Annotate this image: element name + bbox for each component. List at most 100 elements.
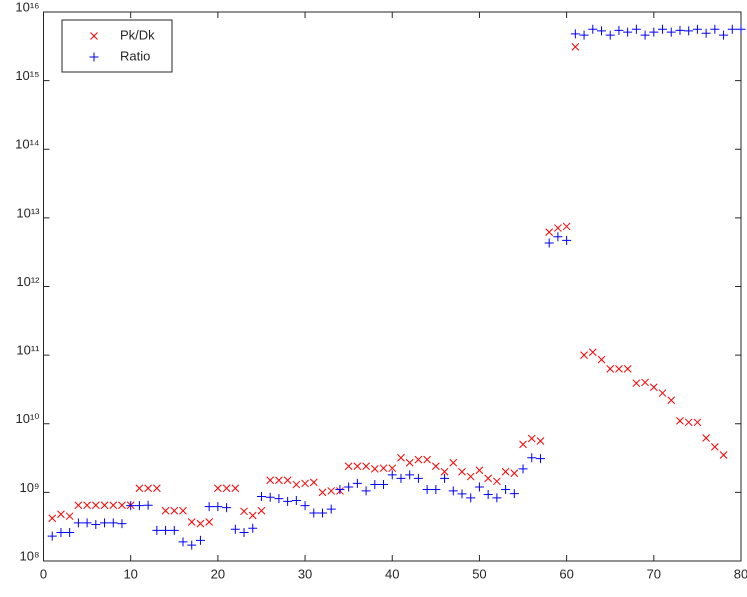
data-point xyxy=(440,467,449,476)
data-point xyxy=(100,501,109,510)
data-point xyxy=(457,489,467,499)
data-point xyxy=(370,465,379,473)
data-point xyxy=(597,355,606,364)
plot-frame xyxy=(43,11,742,562)
data-point xyxy=(187,540,197,550)
data-point xyxy=(266,476,275,485)
data-point xyxy=(562,222,571,231)
data-point xyxy=(422,485,432,495)
x-tick-label: 80 xyxy=(734,566,747,581)
data-point xyxy=(701,28,711,38)
data-point xyxy=(702,434,710,442)
data-point xyxy=(275,476,283,485)
data-point xyxy=(641,378,649,387)
data-point xyxy=(91,501,100,510)
data-point xyxy=(48,514,57,523)
data-point xyxy=(152,525,162,535)
data-point xyxy=(248,523,258,533)
data-point xyxy=(562,235,572,245)
data-point xyxy=(256,492,266,502)
data-point xyxy=(605,30,615,40)
data-point xyxy=(396,473,406,483)
data-point xyxy=(222,503,232,513)
data-point xyxy=(362,462,370,471)
data-point xyxy=(544,238,554,248)
data-point xyxy=(213,502,223,512)
data-point xyxy=(405,458,414,467)
data-point xyxy=(292,480,301,489)
data-point xyxy=(649,27,659,37)
data-point xyxy=(57,510,65,519)
data-point xyxy=(510,469,519,478)
data-point xyxy=(519,440,527,449)
data-point xyxy=(509,489,519,499)
data-point xyxy=(187,518,196,526)
y-tick-label: 10¹² xyxy=(16,274,40,289)
legend-marker xyxy=(90,32,98,40)
data-point xyxy=(623,27,633,37)
data-point xyxy=(658,389,667,397)
data-point xyxy=(274,494,284,504)
data-point xyxy=(118,501,126,510)
data-point xyxy=(47,531,57,541)
data-point xyxy=(56,528,66,538)
data-point xyxy=(195,535,205,545)
data-point xyxy=(676,417,684,425)
data-point xyxy=(466,493,476,503)
data-point xyxy=(536,437,545,445)
data-point xyxy=(231,484,240,493)
data-point xyxy=(222,484,231,493)
data-point xyxy=(474,482,484,492)
data-point xyxy=(126,501,136,511)
data-point xyxy=(152,484,161,493)
data-point xyxy=(161,525,171,535)
data-point xyxy=(414,455,423,464)
data-point xyxy=(554,224,562,232)
data-point xyxy=(82,518,92,528)
legend-marker xyxy=(89,52,99,62)
y-tick-label: 10¹⁵ xyxy=(15,68,39,83)
data-point xyxy=(580,351,588,359)
x-tick-label: 30 xyxy=(298,566,312,581)
data-point xyxy=(257,506,266,515)
data-point xyxy=(518,464,528,474)
y-tick-label: 10⁸ xyxy=(20,548,40,563)
data-point xyxy=(631,24,641,34)
x-tick-label: 10 xyxy=(123,566,137,581)
data-point xyxy=(570,29,580,39)
data-point xyxy=(588,348,597,357)
data-point xyxy=(719,451,728,459)
data-point xyxy=(170,506,179,515)
data-point xyxy=(431,462,440,471)
data-point xyxy=(379,464,388,473)
data-point xyxy=(248,511,257,520)
data-point xyxy=(144,484,152,493)
data-point xyxy=(501,485,511,495)
y-tick-label: 10¹⁶ xyxy=(15,0,39,14)
data-point xyxy=(301,479,309,488)
data-point xyxy=(449,458,458,467)
x-tick-label: 70 xyxy=(647,566,661,581)
data-point xyxy=(291,496,301,506)
data-point xyxy=(178,537,188,547)
data-point xyxy=(606,365,615,373)
data-point xyxy=(545,228,554,236)
data-point xyxy=(535,454,545,464)
data-point xyxy=(370,480,380,490)
data-point xyxy=(623,365,632,373)
data-point xyxy=(527,434,536,443)
data-point xyxy=(710,24,720,34)
data-point xyxy=(108,518,118,528)
x-tick-label: 20 xyxy=(211,566,225,581)
data-point xyxy=(458,467,466,476)
data-point xyxy=(413,473,423,483)
data-point xyxy=(693,418,702,427)
data-point xyxy=(571,43,580,51)
data-point xyxy=(73,518,83,528)
data-point xyxy=(553,232,563,242)
y-tick-label: 10¹⁰ xyxy=(15,411,39,426)
data-point xyxy=(135,484,144,493)
data-point xyxy=(484,474,493,483)
data-point xyxy=(667,396,676,405)
